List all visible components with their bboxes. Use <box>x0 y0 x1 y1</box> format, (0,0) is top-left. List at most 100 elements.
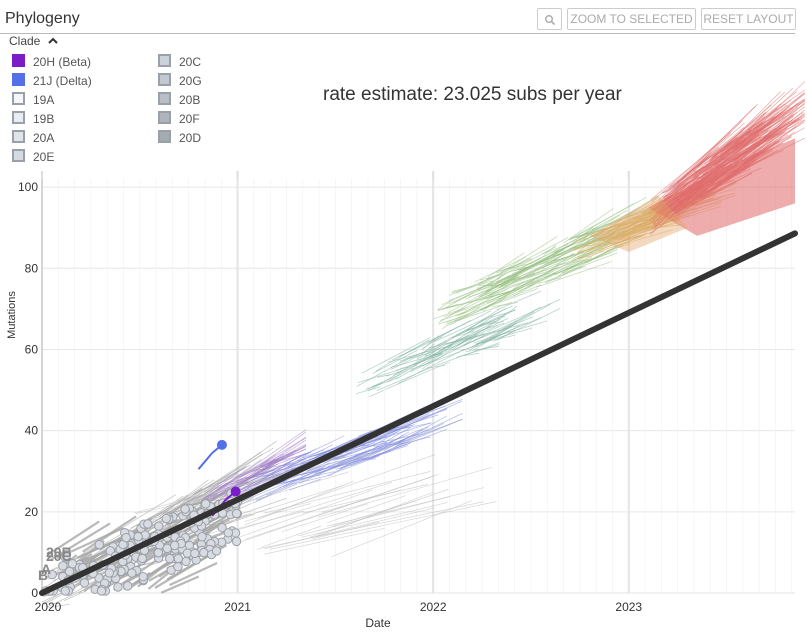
legend-swatch <box>158 130 171 144</box>
branch-green <box>561 235 641 274</box>
highlight-tip <box>216 439 227 450</box>
branch-teal <box>386 364 418 383</box>
legend-label: 19A <box>33 92 55 107</box>
zoom-icon-button[interactable] <box>537 8 562 30</box>
branch-purple <box>228 429 307 484</box>
branch-red <box>663 135 743 200</box>
x-tick-label: 2021 <box>224 600 251 614</box>
branch-blue <box>336 445 409 470</box>
branch-green <box>441 273 506 311</box>
tip-circle <box>64 566 75 577</box>
early-branch <box>169 562 218 587</box>
legend-toggle[interactable]: Clade <box>9 34 59 48</box>
branch-teal <box>396 352 444 380</box>
branch-teal <box>438 318 501 351</box>
legend-item[interactable]: 20E <box>12 149 54 165</box>
legend-swatch <box>12 130 25 144</box>
legend-swatch <box>158 54 171 68</box>
legend-item[interactable]: 20F <box>158 111 200 127</box>
legend-label: 20B <box>179 92 201 107</box>
branch-red <box>756 99 806 145</box>
branch-green <box>570 196 647 239</box>
branch-teal <box>428 310 492 343</box>
tip-circle <box>181 556 191 567</box>
branch-red <box>704 138 747 165</box>
branch-green <box>480 268 559 311</box>
tip-circle <box>154 521 164 531</box>
branch-grey <box>158 495 184 513</box>
y-axis-title: Mutations <box>6 291 18 339</box>
tip-circle <box>143 519 153 529</box>
branch-green <box>479 258 533 286</box>
legend-item[interactable]: 19A <box>12 92 54 108</box>
branch-green <box>464 276 520 300</box>
branch-blue <box>258 469 276 475</box>
branch-blue <box>335 444 376 461</box>
tip-circle <box>180 504 190 514</box>
branch-green <box>536 261 612 288</box>
branch-blue <box>392 426 430 447</box>
branch-green <box>452 280 493 292</box>
early-branch <box>50 522 111 561</box>
branch-grey <box>63 590 87 601</box>
branch-red <box>742 106 806 155</box>
branch-green <box>438 289 493 324</box>
branch-red <box>743 131 786 159</box>
branch-faint <box>231 420 459 509</box>
branch-teal <box>472 322 505 334</box>
branch-orange <box>602 216 682 250</box>
branch-faint <box>245 476 433 540</box>
branch-orange <box>570 242 604 250</box>
branch-teal <box>398 336 442 358</box>
legend-item[interactable]: 20G <box>158 73 202 89</box>
legend-item[interactable]: 20D <box>158 130 201 146</box>
zoom-to-selected-button[interactable]: ZOOM TO SELECTED <box>567 8 696 30</box>
legend-label: 20A <box>33 130 55 145</box>
branch-green <box>537 277 562 284</box>
tip-circle <box>122 581 133 591</box>
legend-item[interactable]: 20A <box>12 130 54 146</box>
branch-green <box>513 273 555 297</box>
branch-teal <box>399 339 459 362</box>
early-branch <box>129 562 168 589</box>
legend-swatch <box>158 73 171 87</box>
branch-purple <box>261 453 284 465</box>
branch-green <box>437 303 460 311</box>
x-tick-label: 2022 <box>420 600 447 614</box>
branch-orange <box>588 218 662 255</box>
branch-blue <box>302 449 325 459</box>
branch-teal <box>422 335 472 367</box>
branch-blue <box>293 474 333 485</box>
legend-item[interactable]: 20H (Beta) <box>12 54 91 70</box>
branch-orange <box>605 219 667 247</box>
branch-green <box>521 257 542 268</box>
branch-teal <box>446 317 509 348</box>
legend-item[interactable]: 21J (Delta) <box>12 73 92 89</box>
branch-faint <box>281 503 368 533</box>
branch-faint <box>321 489 401 513</box>
branch-teal <box>463 352 480 356</box>
branch-teal <box>497 306 542 332</box>
branch-orange <box>598 222 653 240</box>
legend-item[interactable]: 20C <box>158 54 201 70</box>
branch-orange <box>613 220 639 228</box>
tip-circle <box>161 513 171 524</box>
branch-grey <box>151 479 215 520</box>
branch-green <box>482 288 539 310</box>
branch-grey <box>204 440 277 493</box>
branch-orange <box>623 231 654 241</box>
branch-purple <box>257 468 270 471</box>
branch-green <box>477 269 548 292</box>
reset-layout-button[interactable]: RESET LAYOUT <box>701 8 796 30</box>
branch-blue <box>256 483 298 501</box>
branch-faint <box>249 484 346 516</box>
x-axis-title: Date <box>365 616 391 630</box>
legend-item[interactable]: 20B <box>158 92 200 108</box>
branch-grey <box>48 603 70 608</box>
dense-orange-clade <box>589 195 688 253</box>
branch-faint <box>270 501 497 550</box>
branch-teal <box>415 349 448 366</box>
legend-swatch <box>12 92 25 106</box>
legend-item[interactable]: 19B <box>12 111 54 127</box>
